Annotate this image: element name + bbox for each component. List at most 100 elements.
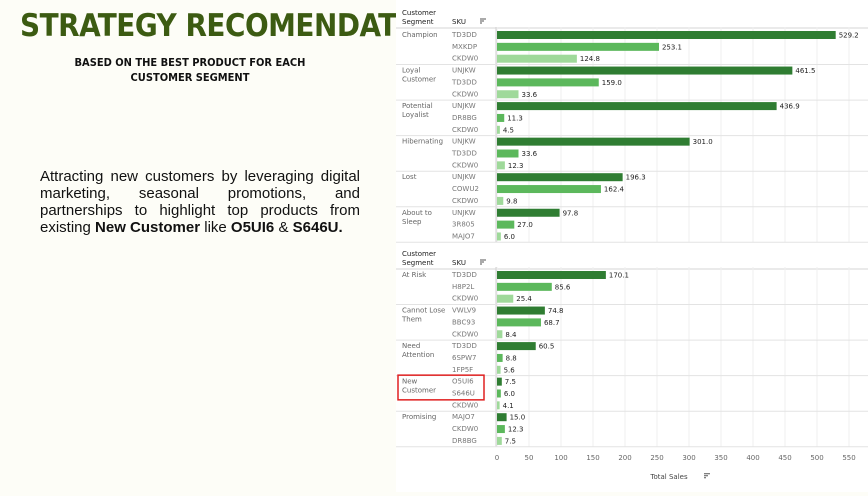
bar[interactable] (497, 306, 545, 315)
segment-label: Hibernating (402, 138, 443, 146)
sku-label: TD3DD (451, 342, 477, 350)
data-label: 5.6 (504, 366, 516, 374)
segment-label: Cannot Lose (402, 307, 445, 315)
bar[interactable] (497, 102, 777, 111)
bar[interactable] (497, 330, 503, 339)
x-tick-label: 0 (495, 454, 499, 462)
sku-label: UNJKW (452, 209, 476, 217)
description-intro: Attracting new customers by leveraging d… (40, 168, 360, 236)
data-label: 124.8 (580, 55, 600, 63)
data-label: 15.0 (510, 414, 526, 422)
data-label: 25.4 (516, 295, 532, 303)
x-tick-label: 200 (618, 454, 631, 462)
data-label: 9.8 (506, 197, 517, 205)
x-axis-sort-icon[interactable] (704, 473, 710, 479)
bar[interactable] (497, 137, 690, 146)
x-tick-label: 500 (810, 454, 823, 462)
bar[interactable] (497, 353, 503, 362)
bar[interactable] (497, 377, 502, 386)
bar[interactable] (497, 220, 515, 229)
bar[interactable] (497, 232, 501, 241)
x-tick-label: 350 (714, 454, 727, 462)
data-label: 12.3 (508, 426, 524, 434)
segment-label: Sleep (402, 218, 422, 226)
bar[interactable] (497, 294, 514, 303)
sku-label: MAJO7 (452, 232, 475, 240)
segment-label: Champion (402, 31, 438, 39)
sku-label: DR8BG (452, 437, 477, 445)
data-label: 6.0 (504, 390, 515, 398)
sku-label: UNJKW (452, 173, 476, 181)
bar[interactable] (497, 90, 519, 99)
data-label: 6.0 (504, 233, 515, 241)
bar[interactable] (497, 78, 599, 87)
sku-label: S646U (452, 390, 475, 398)
chart-panel: Customer Segment SKU Champion TD3DD 529.2 MXKD… (396, 0, 868, 492)
bar[interactable] (497, 42, 659, 51)
bar[interactable] (497, 113, 505, 122)
bar[interactable] (497, 318, 541, 327)
sku-label: CKDW0 (452, 161, 478, 169)
bar[interactable] (497, 413, 507, 422)
data-label: 12.3 (508, 162, 524, 170)
bar[interactable] (497, 425, 505, 434)
segment-label: Them (401, 316, 422, 324)
bar[interactable] (497, 282, 552, 291)
sku-label: 6SPW7 (452, 354, 477, 362)
segment-label: Attention (402, 351, 434, 359)
bar[interactable] (497, 185, 601, 194)
sku-label: COWU2 (452, 185, 479, 193)
sku-label: CKDW0 (452, 126, 478, 134)
x-tick-label: 550 (842, 454, 855, 462)
bar[interactable] (497, 271, 606, 279)
subtitle-line-1: Based On the best product for each (74, 56, 306, 69)
bar[interactable] (497, 31, 836, 39)
description-sku-1: O5UI6 (230, 219, 275, 236)
data-label: 4.5 (503, 126, 514, 134)
segment-label: Promising (402, 413, 436, 421)
sku-label: UNJKW (452, 67, 476, 75)
x-tick-label: 450 (778, 454, 791, 462)
sku-label: CKDW0 (452, 295, 478, 303)
bar[interactable] (497, 173, 623, 182)
description-sku-2: S646U. (292, 219, 343, 236)
segment-label: New (402, 378, 418, 386)
page-subtitle: Based On the best product for each Custo… (60, 55, 320, 85)
data-label: 85.6 (555, 283, 571, 291)
bar[interactable] (497, 125, 500, 134)
bar[interactable] (497, 342, 536, 351)
bar[interactable] (497, 66, 793, 75)
bar[interactable] (497, 436, 502, 445)
left-panel: STRATEGY RECOMENDATION Based On the best… (0, 0, 453, 492)
header-sku-label: SKU (452, 18, 466, 26)
data-label: 7.5 (505, 437, 516, 445)
sku-label: UNJKW (452, 102, 476, 110)
data-label: 27.0 (517, 221, 533, 229)
sort-icon[interactable] (480, 18, 486, 24)
strategy-description: Attracting new customers by leveraging d… (40, 168, 360, 236)
data-label: 74.8 (548, 307, 564, 315)
sku-label: TD3DD (451, 78, 477, 86)
sku-label: CKDW0 (452, 425, 478, 433)
sku-label: 3R805 (452, 221, 475, 229)
data-label: 97.8 (563, 209, 579, 217)
bar[interactable] (497, 365, 501, 374)
bar[interactable] (497, 389, 501, 398)
subtitle-line-2: Customer Segment (130, 71, 250, 84)
bar[interactable] (497, 401, 500, 410)
header-segment-label: Customer (402, 9, 436, 17)
bar[interactable] (497, 161, 505, 170)
segment-label: Potential (402, 102, 433, 110)
description-middle: like (204, 219, 227, 236)
sort-icon[interactable] (480, 259, 486, 265)
bar[interactable] (497, 208, 560, 217)
segment-label: Loyalist (402, 111, 429, 119)
sku-label: BBC93 (452, 318, 475, 326)
bar[interactable] (497, 196, 504, 205)
data-label: 196.3 (626, 174, 646, 182)
x-tick-label: 400 (746, 454, 759, 462)
bar[interactable] (497, 54, 577, 63)
data-label: 162.4 (604, 186, 625, 194)
bar[interactable] (497, 149, 519, 158)
data-label: 159.0 (602, 79, 622, 87)
